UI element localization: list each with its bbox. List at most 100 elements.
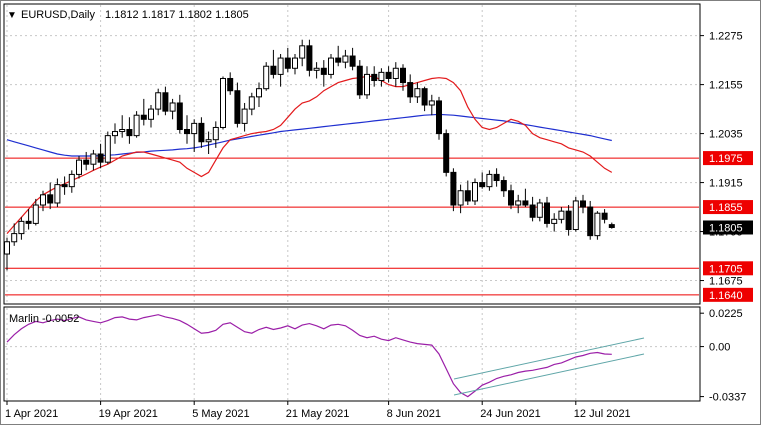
indicator-tick-label: 0.00 xyxy=(709,342,730,354)
candle-body xyxy=(40,194,46,206)
candle-body xyxy=(457,190,464,206)
time-tick-label: 21 May 2021 xyxy=(286,408,350,420)
channel-upper-line[interactable] xyxy=(453,337,645,380)
candle-body xyxy=(515,200,522,206)
candle-body xyxy=(184,129,190,135)
time-tick-label: 24 Jun 2021 xyxy=(480,408,541,420)
price-tick-label: 1.1915 xyxy=(709,178,743,190)
candle-body xyxy=(97,153,104,163)
candle-body xyxy=(140,114,147,120)
candle-body xyxy=(414,88,421,98)
time-tick-label: 12 Jul 2021 xyxy=(574,408,631,420)
marlin-line xyxy=(6,314,612,398)
chart-collapse-icon[interactable]: ▼ xyxy=(7,10,17,21)
candle-body xyxy=(421,88,428,106)
candle-body xyxy=(61,184,68,188)
level-label: 1.1705 xyxy=(709,263,743,275)
candle-body xyxy=(263,65,270,90)
candle-body xyxy=(486,173,493,188)
level-label-bg xyxy=(703,200,753,215)
candle-body xyxy=(227,77,234,92)
candle-body xyxy=(126,129,133,137)
candle-body xyxy=(284,57,291,69)
candle-body xyxy=(342,55,349,63)
candle-body xyxy=(407,82,414,98)
candle-body xyxy=(529,204,536,218)
main-panel xyxy=(3,3,701,305)
candle-body xyxy=(47,194,54,204)
price-tick-label: 1.2275 xyxy=(709,31,743,43)
candle-body xyxy=(68,173,75,188)
candle-body xyxy=(443,133,450,173)
candle-body xyxy=(148,108,154,120)
channel-lower-line[interactable] xyxy=(453,353,645,396)
marlin-oscillator xyxy=(6,314,612,398)
indicator-title: Marlin -0.0052 xyxy=(9,313,79,325)
candle-body xyxy=(378,71,385,82)
price-tick-label: 1.2035 xyxy=(709,129,743,141)
candle-body xyxy=(241,108,248,124)
ohlc-values: 1.1812 1.1817 1.1802 1.1805 xyxy=(105,9,249,21)
candle-body xyxy=(104,135,111,163)
time-tick-label: 1 Apr 2021 xyxy=(5,408,58,420)
candle-body xyxy=(580,200,586,208)
candle-body xyxy=(544,202,550,224)
indicator-tick-label: -0.0337 xyxy=(709,392,746,404)
price-tick-label: 1.2155 xyxy=(709,80,743,92)
candle-body xyxy=(558,210,565,220)
level-label-bg xyxy=(703,261,753,276)
candle-body xyxy=(220,77,226,128)
candle-body xyxy=(25,220,32,224)
time-tick-label: 19 Apr 2021 xyxy=(99,408,158,420)
time-tick-label: 8 Jun 2021 xyxy=(387,408,441,420)
candle-body xyxy=(212,126,219,141)
indicator-tick-label: 0.0225 xyxy=(709,308,743,320)
level-label-bg xyxy=(703,287,753,302)
candle-body xyxy=(234,90,241,124)
candle-body xyxy=(371,73,378,82)
horizontal-levels[interactable]: 1.1975 1.1855 1.1705 1.1640 xyxy=(5,151,753,302)
candle-body xyxy=(277,57,284,75)
price-tick-label: 1.1675 xyxy=(709,276,743,288)
candle-body xyxy=(32,204,39,224)
candle-body xyxy=(493,173,500,182)
time-tick-label: 5 May 2021 xyxy=(192,408,249,420)
time-axis: 1 Apr 2021 19 Apr 2021 5 May 2021 21 May 20… xyxy=(5,401,631,420)
candle-body xyxy=(119,129,126,133)
symbol-info: EURUSD,Daily xyxy=(21,9,95,21)
candle-body xyxy=(169,102,176,112)
candle-body xyxy=(508,190,514,206)
level-label-bg xyxy=(703,151,753,166)
candle-body xyxy=(292,57,298,69)
candle-body xyxy=(572,200,579,231)
candle-body xyxy=(198,122,205,143)
indicator-axis: 0.0225 0.00 -0.0337 xyxy=(700,308,746,404)
candle-body xyxy=(450,171,457,206)
candle-body xyxy=(601,212,608,220)
candles xyxy=(4,39,615,271)
candle-body xyxy=(4,241,10,255)
candle-body xyxy=(155,92,162,110)
candle-body xyxy=(313,67,320,71)
trend-channel[interactable] xyxy=(453,337,645,396)
indicator-panel xyxy=(3,306,701,402)
candle-body xyxy=(248,96,255,110)
price-axis: 1.22751.21551.20351.19151.17951.16751.18… xyxy=(700,31,753,288)
candle-body xyxy=(90,153,97,165)
current-price-label: 1.1805 xyxy=(709,222,743,234)
candle-body xyxy=(335,57,342,63)
candle-body xyxy=(464,190,471,202)
candle-body xyxy=(400,67,406,84)
candle-body xyxy=(76,159,82,175)
candle-body xyxy=(536,202,543,218)
candle-body xyxy=(256,88,262,98)
candle-body xyxy=(306,45,313,71)
level-label: 1.1855 xyxy=(709,202,743,214)
candle-body xyxy=(328,57,334,75)
level-label: 1.1975 xyxy=(709,153,743,165)
candle-body xyxy=(472,182,478,202)
candle-body xyxy=(356,65,363,96)
candle-body xyxy=(436,100,442,135)
